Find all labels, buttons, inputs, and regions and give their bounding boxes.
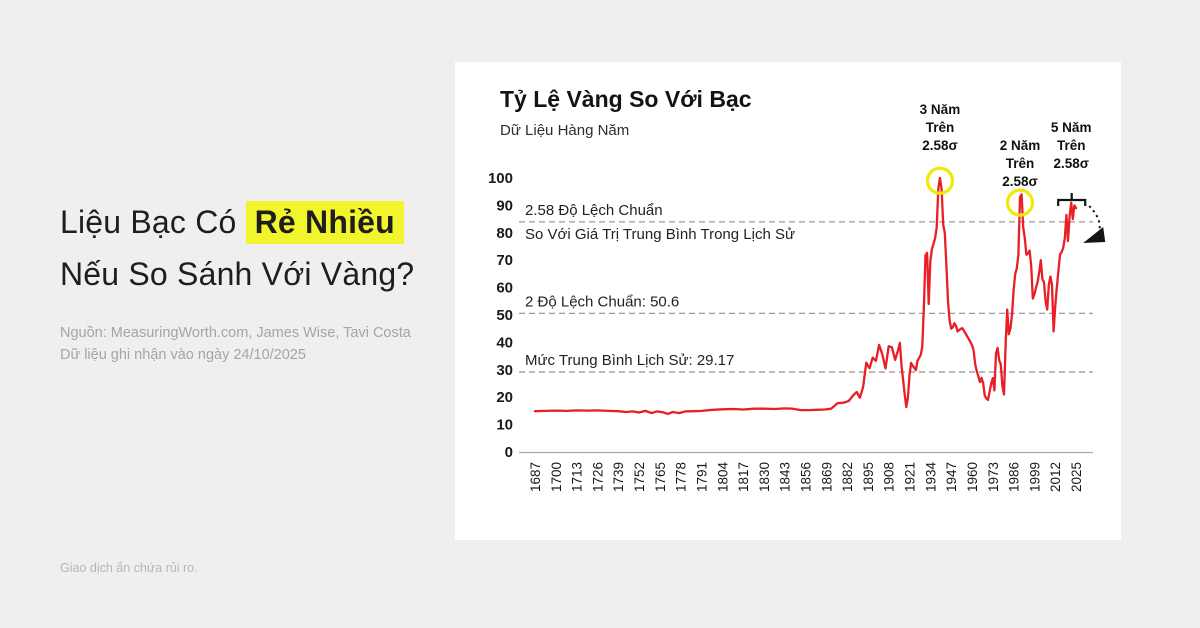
- y-tick-label: 100: [488, 170, 513, 187]
- annotation-label: Trên: [1006, 156, 1035, 171]
- x-tick-label: 1765: [653, 462, 668, 492]
- x-tick-label: 1791: [694, 462, 709, 492]
- x-tick-label: 1869: [819, 462, 834, 492]
- annotation-label: 5 Năm: [1051, 120, 1092, 135]
- x-tick-label: 1739: [611, 462, 626, 492]
- risk-disclaimer: Giao dịch ẩn chứa rủi ro.: [60, 561, 198, 575]
- y-tick-label: 70: [496, 252, 513, 269]
- headline-prefix: Liệu Bạc Có: [60, 204, 246, 240]
- x-tick-label: 2025: [1069, 462, 1084, 492]
- headline: Liệu Bạc Có Rẻ Nhiều Nếu So Sánh Với Vàn…: [60, 196, 414, 300]
- headline-highlight: Rẻ Nhiều: [245, 201, 404, 244]
- sigma-breach-circle-icon: [1005, 188, 1035, 217]
- x-tick-label: 1778: [674, 462, 689, 492]
- x-tick-label: 1986: [1007, 462, 1022, 492]
- source-line2: Dữ liệu ghi nhận vào ngày 24/10/2025: [60, 347, 306, 363]
- y-tick-label: 40: [496, 334, 513, 351]
- x-tick-label: 1934: [923, 462, 938, 493]
- trend-arrow-shaft-icon: [1088, 205, 1101, 233]
- reference-line-label: So Với Giá Trị Trung Bình Trong Lịch Sử: [525, 226, 795, 243]
- ratio-line: [533, 176, 1078, 416]
- x-tick-label: 1999: [1027, 462, 1042, 492]
- chart-title: Tỷ Lệ Vàng So Với Bạc: [500, 86, 752, 112]
- x-tick-label: 1713: [570, 462, 585, 492]
- x-tick-label: 1817: [736, 462, 751, 492]
- sigma-breach-circle-icon: [925, 166, 955, 195]
- y-tick-label: 0: [505, 444, 513, 461]
- x-tick-label: 1882: [840, 462, 855, 492]
- y-tick-label: 30: [496, 362, 513, 379]
- source-line1: Nguồn: MeasuringWorth.com, James Wise, T…: [60, 325, 411, 341]
- x-tick-label: 1960: [965, 462, 980, 492]
- annotation-label: 3 Năm: [920, 102, 961, 117]
- x-tick-label: 1830: [757, 462, 772, 492]
- y-tick-label: 80: [496, 225, 513, 242]
- annotation-label: 2.58σ: [1053, 156, 1089, 171]
- x-tick-label: 1843: [778, 462, 793, 492]
- reference-line-label: 2.58 Độ Lệch Chuẩn: [525, 202, 663, 219]
- headline-line2: Nếu So Sánh Với Vàng?: [60, 256, 415, 292]
- x-tick-label: 1973: [986, 462, 1001, 492]
- y-tick-label: 10: [496, 417, 513, 434]
- source-attribution: Nguồn: MeasuringWorth.com, James Wise, T…: [60, 322, 411, 366]
- chart-subtitle: Dữ Liệu Hàng Năm: [500, 122, 630, 139]
- ratio-chart: 0 10 20 30 40 50 60 70 80 90 100 1687 1700 1713 1726 17…: [488, 102, 1106, 493]
- x-tick-label: 2012: [1048, 462, 1063, 492]
- x-tick-label: 1856: [799, 462, 814, 492]
- y-tick-label: 20: [496, 389, 513, 406]
- range-bracket-icon: [1057, 193, 1087, 206]
- y-tick-label: 50: [496, 307, 513, 324]
- annotation-label: Trên: [926, 120, 955, 135]
- trend-arrow-head-icon: [1083, 227, 1106, 243]
- reference-line-label: 2 Độ Lệch Chuẩn: 50.6: [525, 293, 679, 310]
- reference-line-label: Mức Trung Bình Lịch Sử: 29.17: [525, 352, 734, 369]
- x-tick-label: 1687: [528, 462, 543, 492]
- annotation-label: Trên: [1057, 138, 1086, 153]
- y-tick-label: 90: [496, 197, 513, 214]
- x-tick-label: 1908: [882, 462, 897, 492]
- x-tick-label: 1895: [861, 462, 876, 492]
- chart-card: Tỷ Lệ Vàng So Với Bạc Dữ Liệu Hàng Năm 0…: [455, 62, 1121, 540]
- annotation-label: 2.58σ: [1002, 174, 1038, 189]
- y-tick-label: 60: [496, 280, 513, 297]
- x-tick-label: 1921: [903, 462, 918, 492]
- x-tick-label: 1947: [944, 462, 959, 492]
- x-tick-label: 1804: [715, 462, 730, 493]
- annotation-label: 2.58σ: [922, 138, 958, 153]
- annotation-label: 2 Năm: [1000, 138, 1041, 153]
- x-tick-label: 1752: [632, 462, 647, 492]
- x-tick-label: 1726: [590, 462, 605, 492]
- x-tick-label: 1700: [549, 462, 564, 492]
